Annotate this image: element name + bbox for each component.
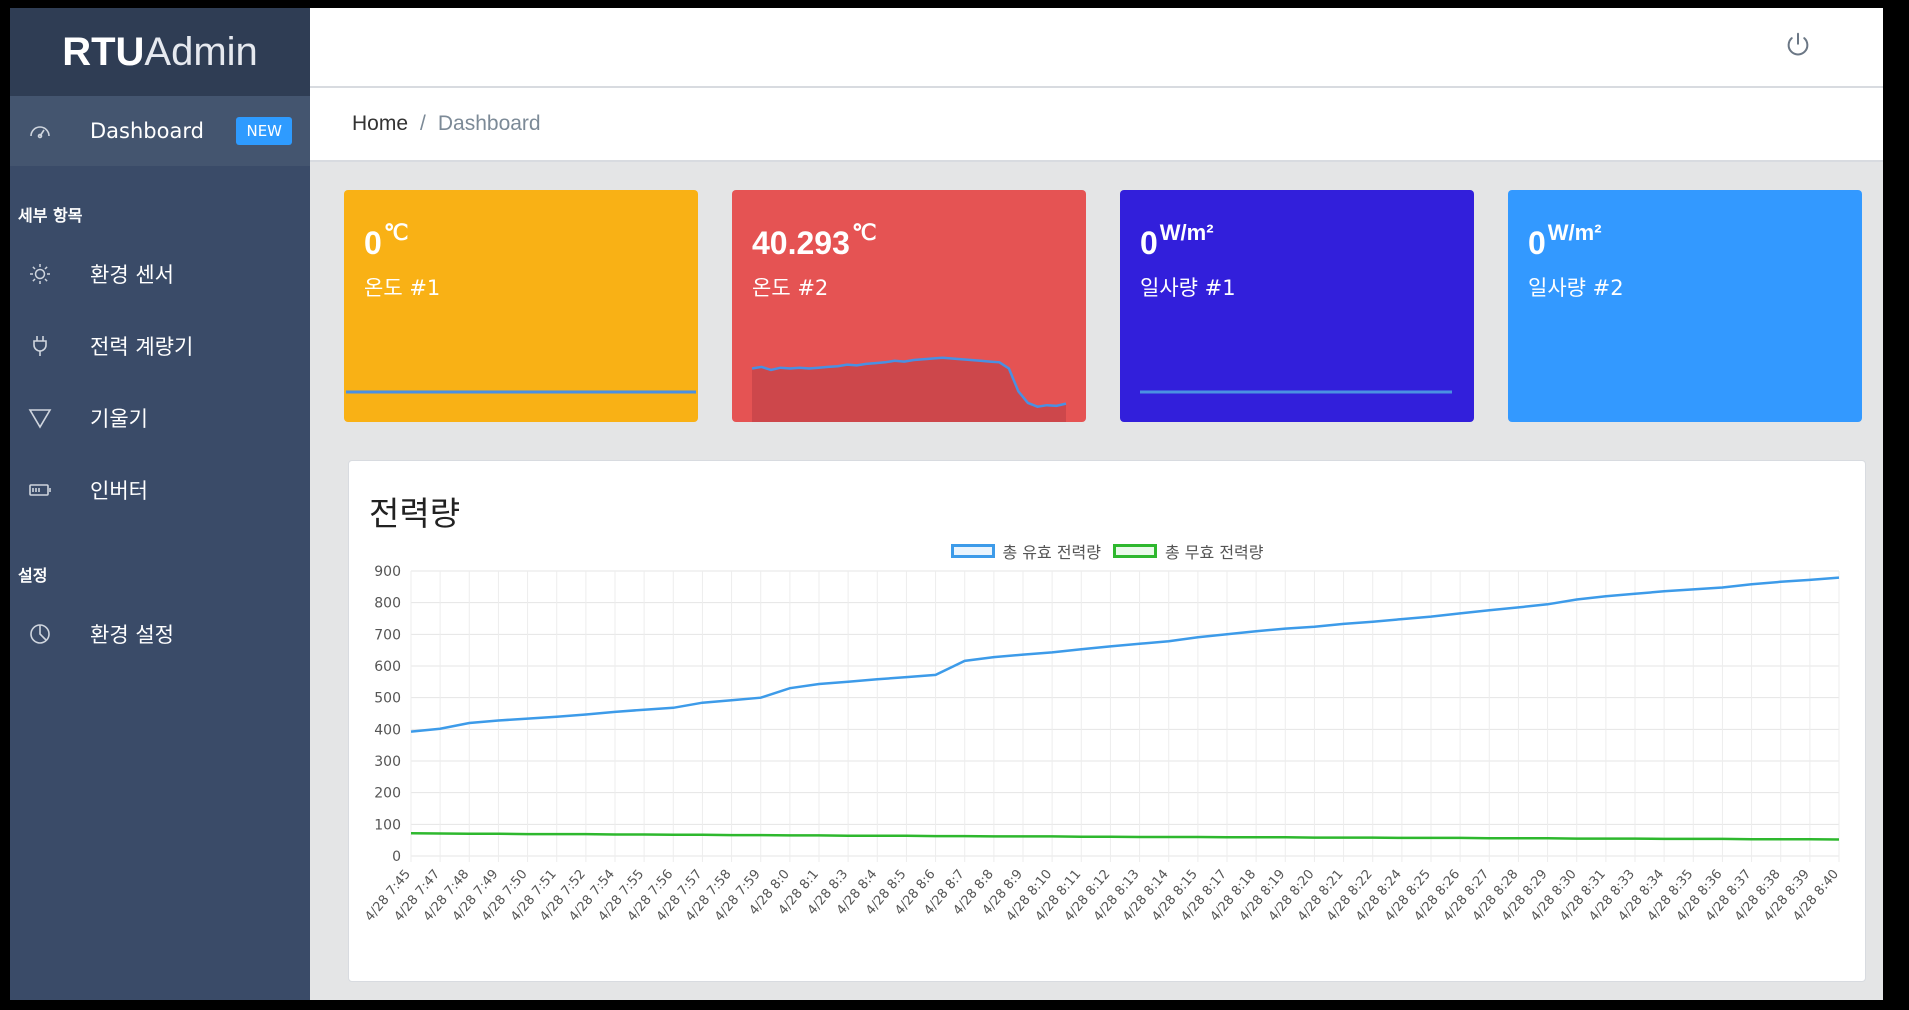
y-tick-label: 700	[374, 627, 401, 643]
brand-logo[interactable]: RTU Admin	[10, 8, 310, 96]
sparkline	[1140, 390, 1452, 394]
app-frame: RTU Admin Dashboard NEW 세부 항목 환경 센서	[10, 8, 1883, 1000]
sidebar-item-label: 환경 설정	[90, 623, 174, 647]
sparkline-area	[752, 357, 1066, 422]
y-tick-label: 300	[374, 754, 401, 770]
series-line	[410, 576, 1840, 733]
series-line	[410, 831, 1840, 841]
section-title-details: 세부 항목	[18, 206, 83, 225]
card-temp-1[interactable]: 0℃ 온도 #1	[344, 190, 698, 422]
legend-swatch	[1113, 544, 1157, 558]
sidebar-item-tilt[interactable]: 기울기	[10, 382, 310, 454]
section-title-settings: 설정	[18, 566, 48, 585]
brand-rest: Admin	[144, 29, 258, 74]
legend-item[interactable]: 총 유효 전력량	[950, 539, 1102, 563]
pie-icon	[26, 620, 54, 648]
y-tick-label: 600	[374, 659, 401, 675]
sidebar-item-env-sensor[interactable]: 환경 센서	[10, 238, 310, 310]
topbar	[310, 8, 1883, 88]
breadcrumb: Home / Dashboard	[310, 88, 1883, 162]
sidebar-item-inverter[interactable]: 인버터	[10, 454, 310, 526]
y-tick-label: 100	[374, 817, 401, 833]
sidebar-item-label: 환경 센서	[90, 263, 174, 287]
card-label: 온도 #2	[752, 276, 829, 300]
brand-bold: RTU	[62, 29, 145, 74]
sidebar: RTU Admin Dashboard NEW 세부 항목 환경 센서	[10, 8, 310, 1000]
breadcrumb-separator: /	[420, 112, 426, 135]
legend-label: 총 무효 전력량	[1165, 543, 1264, 562]
sidebar-item-label: 기울기	[90, 407, 148, 431]
card-value: 40.293℃	[752, 220, 877, 261]
y-tick-label: 900	[374, 564, 401, 580]
sidebar-item-env-settings[interactable]: 환경 설정	[10, 598, 310, 670]
breadcrumb-home[interactable]: Home	[352, 112, 409, 135]
sidebar-item-dashboard[interactable]: Dashboard NEW	[10, 96, 310, 166]
card-irradiance-1[interactable]: 0W/m² 일사량 #1	[1120, 190, 1474, 422]
new-badge: NEW	[236, 117, 292, 145]
chart-title: 전력량	[369, 494, 461, 533]
card-label: 일사량 #2	[1528, 276, 1624, 300]
card-value: 0℃	[364, 220, 409, 261]
y-tick-label: 0	[392, 849, 401, 865]
sparkline	[346, 390, 696, 394]
sidebar-item-label: Dashboard	[90, 119, 204, 143]
chart-legend: 총 유효 전력량 총 무효 전력량	[349, 539, 1865, 563]
y-tick-label: 800	[374, 596, 401, 612]
y-tick-label: 200	[374, 786, 401, 802]
legend-item[interactable]: 총 무효 전력량	[1113, 539, 1264, 563]
sparkline	[751, 356, 1067, 422]
legend-label: 총 유효 전력량	[1002, 543, 1102, 562]
sidebar-item-label: 전력 계량기	[90, 335, 194, 359]
y-tick-label: 400	[374, 722, 401, 738]
card-irradiance-2[interactable]: 0W/m² 일사량 #2	[1508, 190, 1862, 422]
speedometer-icon	[26, 117, 54, 145]
card-label: 일사량 #1	[1140, 276, 1236, 300]
card-value: 0W/m²	[1140, 220, 1214, 261]
y-tick-label: 500	[374, 691, 401, 707]
sparkline-line	[751, 356, 1067, 408]
sun-icon	[26, 260, 54, 288]
card-value: 0W/m²	[1528, 220, 1602, 261]
plug-icon	[26, 332, 54, 360]
power-chart-card: 전력량 총 유효 전력량 총 무효 전력량 0 100 200 300 400 500 60…	[348, 460, 1866, 982]
sidebar-item-label: 인버터	[90, 479, 148, 503]
triangle-icon	[26, 404, 54, 432]
battery-icon	[26, 476, 54, 504]
card-temp-2[interactable]: 40.293℃ 온도 #2	[732, 190, 1086, 422]
power-icon[interactable]	[1783, 30, 1813, 60]
legend-swatch	[950, 544, 995, 558]
sidebar-item-power-meter[interactable]: 전력 계량기	[10, 310, 310, 382]
card-label: 온도 #1	[364, 276, 441, 300]
breadcrumb-current: Dashboard	[437, 112, 541, 135]
